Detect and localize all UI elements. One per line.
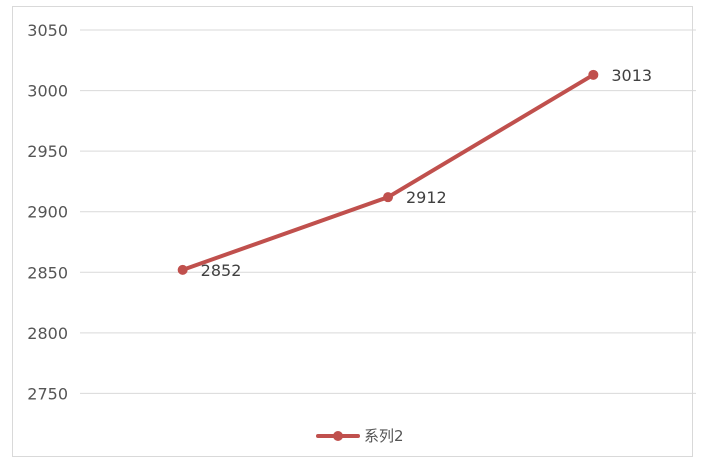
y-axis-tick-labels: 2750 2800 2850 2900 2950 3000 3050 <box>27 21 68 403</box>
data-label: 2912 <box>406 188 447 207</box>
data-label: 2852 <box>201 261 242 280</box>
data-label: 3013 <box>611 66 652 85</box>
data-labels: 2852 2912 3013 <box>201 66 652 280</box>
y-tick-label: 3050 <box>27 21 68 40</box>
y-tick-label: 2850 <box>27 263 68 282</box>
y-tick-label: 3000 <box>27 82 68 101</box>
data-point <box>383 192 393 203</box>
legend-marker-icon <box>333 431 343 441</box>
y-tick-label: 2750 <box>27 384 68 403</box>
chart-border <box>12 6 693 457</box>
data-point <box>588 69 599 80</box>
legend-entry-label: 系列2 <box>364 427 404 445</box>
gridlines <box>80 29 696 394</box>
data-point <box>177 264 188 275</box>
legend: 系列2 <box>316 427 404 445</box>
y-tick-label: 2900 <box>27 203 68 222</box>
series-line <box>180 72 596 272</box>
series-markers <box>177 69 599 275</box>
series-lines <box>180 72 596 272</box>
y-tick-label: 2950 <box>27 142 68 161</box>
y-tick-label: 2800 <box>27 324 68 343</box>
